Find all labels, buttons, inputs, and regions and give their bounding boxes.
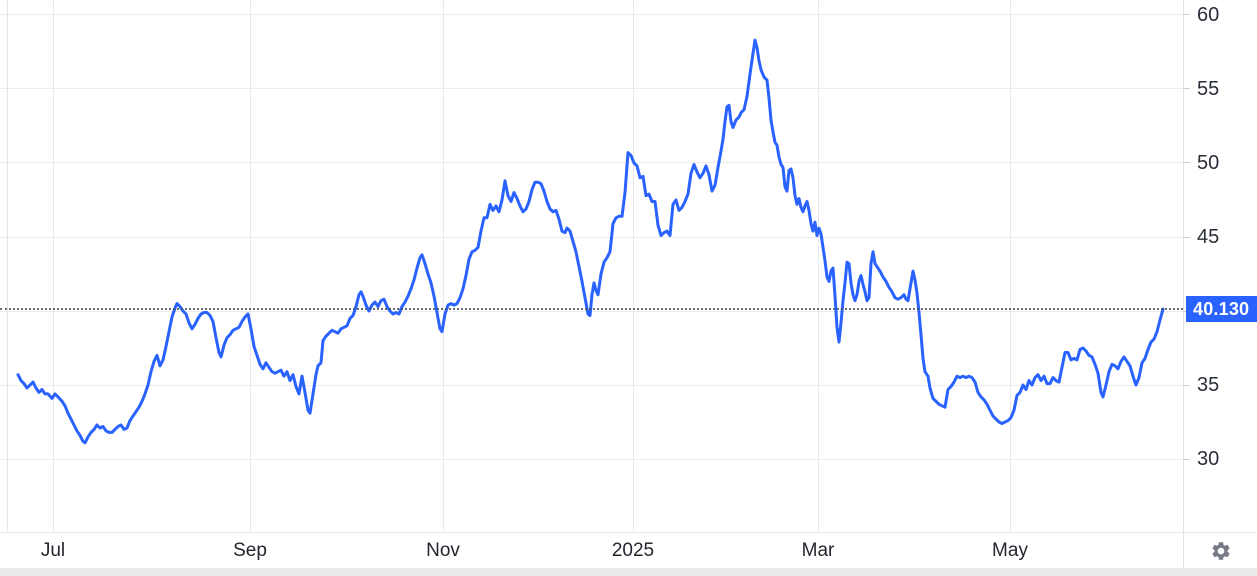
last-price-badge: 40.130 — [1186, 296, 1257, 323]
price-axis-label: 45 — [1197, 226, 1220, 248]
v-gridline — [250, 0, 251, 531]
h-gridline — [0, 14, 1183, 16]
price-axis-tick — [1184, 14, 1190, 16]
time-axis-label: Mar — [801, 540, 835, 561]
time-axis-label: May — [992, 540, 1028, 561]
v-gridline — [1010, 0, 1011, 531]
last-price-value: 40.130 — [1193, 298, 1250, 319]
last-price-dotted-line — [0, 308, 1183, 311]
price-axis-tick — [1184, 236, 1190, 238]
price-axis-label: 30 — [1197, 448, 1220, 471]
price-axis-label: 50 — [1197, 151, 1220, 174]
time-axis-label: Jul — [40, 540, 66, 561]
h-gridline — [0, 236, 1183, 238]
time-axis-label: 2025 — [611, 540, 655, 561]
time-axis-label: Nov — [426, 540, 460, 561]
price-axis-tick — [1184, 162, 1190, 164]
time-axis[interactable]: Jul Sep Nov 2025 Mar May — [0, 532, 1183, 568]
v-gridline — [818, 0, 819, 531]
v-gridline — [53, 0, 54, 531]
price-axis-label: 60 — [1197, 3, 1220, 26]
chart-plot-area[interactable] — [0, 0, 1183, 531]
left-border-line — [7, 0, 8, 531]
price-axis-tick — [1184, 88, 1190, 90]
price-axis-tick — [1184, 458, 1190, 460]
time-axis-label: Sep — [233, 540, 267, 561]
v-gridline — [633, 0, 634, 531]
price-axis-tick — [1184, 384, 1190, 386]
price-line — [16, 38, 1165, 445]
price-axis-label: 35 — [1197, 374, 1220, 397]
settings-gear-icon[interactable] — [1210, 540, 1232, 562]
v-gridline — [443, 0, 444, 531]
price-axis-label: 55 — [1197, 77, 1220, 100]
bottom-scroll-strip — [0, 568, 1257, 576]
h-gridline — [0, 162, 1183, 164]
h-gridline — [0, 384, 1183, 386]
h-gridline — [0, 458, 1183, 460]
price-axis[interactable]: 40.130 60555045403530 — [1183, 0, 1257, 568]
h-gridline — [0, 88, 1183, 90]
axis-corner — [1183, 532, 1257, 568]
